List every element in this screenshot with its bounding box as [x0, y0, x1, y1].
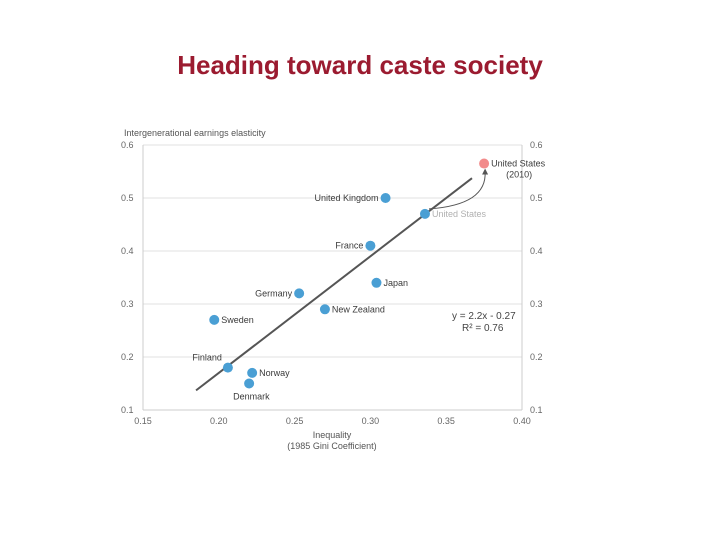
label-united-kingdom: United Kingdom	[315, 193, 379, 203]
y-tick-right-4: 0.5	[530, 193, 543, 203]
y-tick-right-5: 0.6	[530, 140, 543, 150]
trend-equation: y = 2.2x - 0.27	[452, 311, 516, 322]
label-new-zealand: New Zealand	[332, 304, 385, 314]
label-denmark: Denmark	[233, 392, 270, 402]
x-tick-5: 0.40	[513, 416, 531, 426]
label-united-states-2010-line1: United States	[491, 159, 546, 169]
x-tick-0: 0.15	[134, 416, 152, 426]
y-tick-labels-right: 0.1 0.2 0.3 0.4 0.5 0.6	[530, 140, 543, 415]
label-germany: Germany	[255, 288, 293, 298]
label-sweden: Sweden	[221, 315, 254, 325]
label-united-states-2010-line2: (2010)	[506, 170, 532, 180]
data-point-new-zealand	[319, 304, 330, 315]
data-point-united-states-2010	[479, 158, 490, 169]
y-tick-right-2: 0.3	[530, 299, 543, 309]
label-france: France	[335, 241, 363, 251]
us-2010-arrow	[428, 171, 486, 210]
y-tick-right-0: 0.1	[530, 405, 543, 415]
axes	[142, 145, 523, 411]
x-tick-2: 0.25	[286, 416, 304, 426]
arrowhead-icon	[482, 168, 489, 175]
grid-lines	[143, 144, 522, 411]
x-axis-title-line2: (1985 Gini Coefficient)	[287, 441, 376, 451]
x-tick-1: 0.20	[210, 416, 228, 426]
x-tick-4: 0.35	[437, 416, 455, 426]
label-japan: Japan	[383, 278, 408, 288]
data-point-united-states	[419, 208, 430, 219]
data-point-germany	[294, 288, 305, 299]
x-tick-labels: 0.15 0.20 0.25 0.30 0.35 0.40	[134, 416, 531, 426]
y-tick-left-0: 0.1	[121, 405, 134, 415]
data-points	[209, 193, 430, 389]
data-point-norway	[247, 367, 258, 378]
label-norway: Norway	[259, 368, 290, 378]
label-united-states: United States	[432, 209, 487, 219]
slide-title: Heading toward caste society	[177, 50, 543, 80]
data-point-france	[365, 240, 376, 251]
trend-r-squared: R² = 0.76	[462, 323, 504, 334]
y-tick-left-2: 0.3	[121, 299, 134, 309]
data-point-united-kingdom	[380, 193, 391, 203]
x-axis-title-line1: Inequality	[313, 430, 352, 440]
y-tick-left-1: 0.2	[121, 352, 134, 362]
y-tick-labels-left: 0.1 0.2 0.3 0.4 0.5 0.6	[121, 140, 134, 415]
point-labels: Denmark Norway Finland Sweden Germany New Zea…	[192, 193, 486, 402]
trend-line	[195, 177, 473, 392]
data-point-finland	[222, 362, 233, 373]
data-point-sweden	[209, 314, 220, 325]
x-tick-3: 0.30	[362, 416, 380, 426]
y-tick-right-1: 0.2	[530, 352, 543, 362]
y-tick-left-3: 0.4	[121, 246, 134, 256]
label-finland: Finland	[192, 353, 222, 363]
y-tick-left-4: 0.5	[121, 193, 134, 203]
data-point-denmark	[244, 378, 255, 389]
data-point-japan	[371, 277, 382, 288]
y-tick-left-5: 0.6	[121, 140, 134, 150]
y-tick-right-3: 0.4	[530, 246, 543, 256]
y-axis-title: Intergenerational earnings elasticity	[124, 128, 266, 138]
